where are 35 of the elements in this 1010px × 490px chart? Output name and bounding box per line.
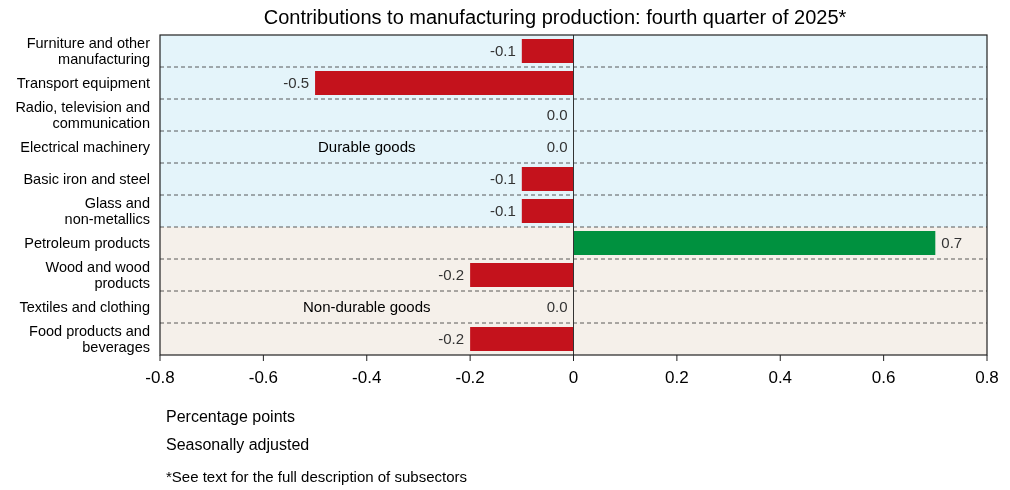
y-tick-label: Furniture and other manufacturing xyxy=(26,35,151,68)
data-label: 0.0 xyxy=(546,106,568,124)
x-tick-label: -0.4 xyxy=(352,368,382,387)
data-label: -0.1 xyxy=(489,170,516,188)
y-tick-label: Food products and beverages xyxy=(29,323,150,356)
y-tick-label: Basic iron and steel xyxy=(23,171,150,188)
data-label: -0.5 xyxy=(283,74,310,92)
x-tick-label: 0.8 xyxy=(975,368,999,387)
data-label: -0.1 xyxy=(489,42,516,60)
band-label: Non-durable goods xyxy=(302,298,431,316)
text: *See text for the full description of subsectors xyxy=(166,468,467,485)
data-label: 0.0 xyxy=(546,138,568,156)
y-tick-label: Radio, television and communication xyxy=(15,99,150,132)
x-tick-label: 0.6 xyxy=(871,368,896,387)
x-tick-label: 0 xyxy=(568,368,579,387)
x-tick-label: -0.2 xyxy=(455,368,485,387)
y-tick-label: Petroleum products xyxy=(24,235,150,252)
data-label: -0.1 xyxy=(489,202,516,220)
y-tick-label: Electrical machinery xyxy=(20,139,151,156)
x-axis-title: Percentage points xyxy=(166,408,295,425)
data-label: -0.2 xyxy=(438,330,465,348)
x-tick-label: -0.8 xyxy=(145,368,175,387)
x-tick-label: 0.4 xyxy=(768,368,793,387)
y-tick-label: Textiles and clothing xyxy=(19,299,150,316)
chart-title: Contributions to manufacturing production: fourth quarter of 2025* xyxy=(263,6,847,28)
y-tick-label: Glass and non-metallics xyxy=(64,195,150,228)
data-label: 0.0 xyxy=(546,298,568,316)
x-tick-label: -0.6 xyxy=(248,368,279,387)
x-tick-label: 0.2 xyxy=(665,368,689,387)
text: Seasonally adjusted xyxy=(166,436,310,453)
y-tick-label: Transport equipment xyxy=(16,75,150,92)
data-label: 0.7 xyxy=(941,234,963,252)
data-label: -0.2 xyxy=(438,266,465,284)
band-label: Durable goods xyxy=(317,138,416,156)
y-tick-label: Wood and wood products xyxy=(45,259,150,292)
